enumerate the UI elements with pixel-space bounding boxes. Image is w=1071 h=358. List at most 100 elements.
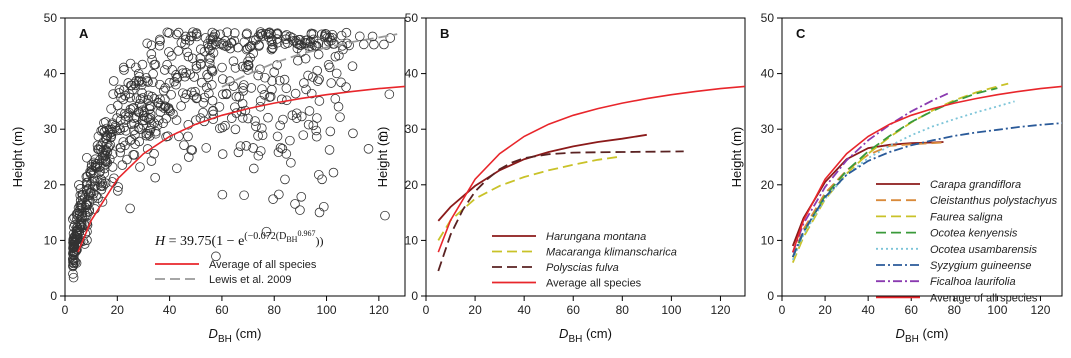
data-point (231, 91, 242, 102)
series-line (221, 33, 398, 88)
x-tick-label: 0 (62, 303, 69, 317)
data-point (164, 105, 175, 115)
data-point (186, 87, 197, 97)
data-point (130, 129, 140, 140)
data-point (217, 189, 228, 200)
data-point (88, 168, 99, 179)
data-point (263, 112, 273, 123)
data-point (147, 54, 157, 65)
data-point (308, 72, 318, 82)
x-axis-title: DBH (cm) (559, 326, 612, 345)
data-point (253, 131, 263, 141)
data-point (134, 76, 144, 87)
data-point (105, 124, 115, 135)
data-point (118, 94, 129, 105)
data-point (112, 100, 123, 111)
data-point (293, 55, 303, 66)
data-point (195, 53, 206, 64)
y-tick-label: 40 (44, 67, 58, 81)
legend-label: Macaranga klimanscharica (546, 247, 677, 259)
data-point (75, 200, 85, 210)
data-point (303, 70, 313, 81)
data-point (72, 210, 83, 221)
data-point (91, 190, 101, 201)
data-point (149, 148, 159, 159)
y-tick-label: 0 (50, 289, 57, 303)
data-point (242, 43, 253, 54)
data-point (148, 77, 158, 87)
data-point (239, 190, 249, 201)
data-point (285, 135, 295, 146)
data-point (191, 61, 202, 71)
data-point (137, 105, 148, 116)
y-tick-label: 10 (405, 233, 419, 247)
data-point (155, 94, 165, 105)
x-tick-label: 80 (616, 303, 630, 317)
data-point (154, 40, 165, 51)
x-tick-label: 100 (987, 303, 1007, 317)
legend-label: Average all species (546, 278, 642, 290)
data-point (230, 124, 241, 135)
x-tick-label: 100 (317, 303, 337, 317)
series-line (791, 141, 944, 258)
data-point (280, 174, 290, 185)
data-point (148, 69, 158, 79)
data-point (204, 88, 214, 99)
legend-label: Average of all species (209, 259, 317, 271)
data-point (143, 95, 154, 105)
data-point (110, 121, 121, 131)
x-axis-title: DBH (cm) (209, 326, 262, 345)
data-point (129, 150, 140, 160)
data-point (275, 120, 285, 131)
data-point (295, 205, 305, 215)
legend: Average of all species Lewis et al. 2009 (155, 259, 317, 286)
data-point (197, 77, 207, 88)
data-point (183, 119, 194, 130)
data-point (155, 79, 165, 90)
data-point (276, 94, 287, 105)
data-point (237, 61, 248, 72)
data-point (335, 112, 345, 122)
y-tick-label: 20 (761, 178, 775, 192)
data-point (281, 149, 292, 159)
data-point (314, 207, 325, 218)
data-point (145, 113, 156, 123)
data-point (347, 61, 358, 71)
data-point (259, 90, 270, 100)
data-point (320, 29, 331, 39)
data-point (238, 83, 248, 93)
data-point (185, 69, 196, 79)
data-point (187, 145, 197, 156)
data-point (84, 206, 94, 217)
y-tick-label: 30 (405, 122, 419, 136)
data-point (171, 29, 182, 40)
data-point (311, 131, 322, 142)
x-tick-label: 20 (111, 303, 125, 317)
data-point (74, 209, 85, 220)
data-point (183, 51, 194, 62)
data-point (180, 34, 191, 45)
data-point (378, 131, 388, 142)
data-point (253, 31, 264, 42)
data-point (215, 123, 225, 134)
data-point (296, 192, 307, 202)
data-point (290, 199, 300, 209)
data-point (314, 96, 325, 106)
series-line (791, 92, 949, 253)
data-point (275, 142, 286, 153)
data-point (226, 113, 237, 123)
data-point (306, 28, 317, 39)
data-point (325, 126, 336, 137)
data-point (137, 59, 148, 70)
data-point (125, 203, 135, 214)
data-point (324, 145, 335, 155)
data-point (101, 133, 112, 144)
data-point (245, 42, 255, 52)
x-tick-label: 120 (710, 303, 730, 317)
series-line (437, 156, 618, 241)
data-point (77, 222, 88, 233)
data-point (106, 132, 116, 142)
data-point (182, 47, 193, 58)
data-point (225, 76, 235, 86)
legend-label: Ocotea kenyensis (930, 228, 1018, 240)
